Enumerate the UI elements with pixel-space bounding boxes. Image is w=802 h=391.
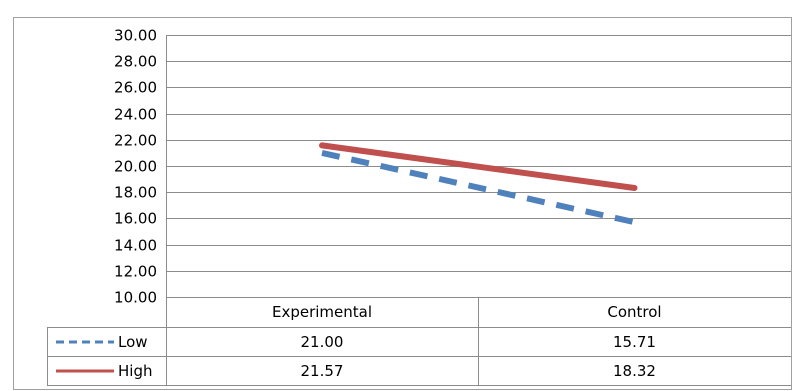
legend-label-high: High (118, 362, 152, 380)
y-tick-label: 24.00 (114, 106, 157, 124)
data-table-value: 21.00 (301, 333, 344, 351)
y-axis-tick-labels: 10.00 12.00 14.00 16.00 18.00 20.00 22.00 24.00… (114, 27, 157, 307)
y-tick-label: 14.00 (114, 237, 157, 255)
series-lines (319, 142, 638, 226)
legend-label-low: Low (118, 333, 148, 351)
y-tick-label: 18.00 (114, 184, 157, 202)
x-category-label: Control (607, 303, 661, 321)
y-tick-label: 30.00 (114, 27, 157, 45)
y-tick-label: 28.00 (114, 53, 157, 71)
data-table-value: 18.32 (613, 362, 656, 380)
y-tick-label: 26.00 (114, 79, 157, 97)
data-table-value: 21.57 (301, 362, 344, 380)
y-tick-label: 20.00 (114, 158, 157, 176)
y-tick-label: 16.00 (114, 210, 157, 228)
y-tick-label: 12.00 (114, 263, 157, 281)
y-tick-label: 22.00 (114, 132, 157, 150)
series-line-high (319, 142, 638, 191)
series-line-low (321, 149, 636, 226)
y-tick-label: 10.00 (114, 289, 157, 307)
x-category-label: Experimental (272, 303, 372, 321)
data-table: Experimental Control Low 21.00 15.71 High 21.5… (47, 297, 791, 386)
chart-border (13, 17, 792, 390)
data-table-value: 15.71 (613, 333, 656, 351)
